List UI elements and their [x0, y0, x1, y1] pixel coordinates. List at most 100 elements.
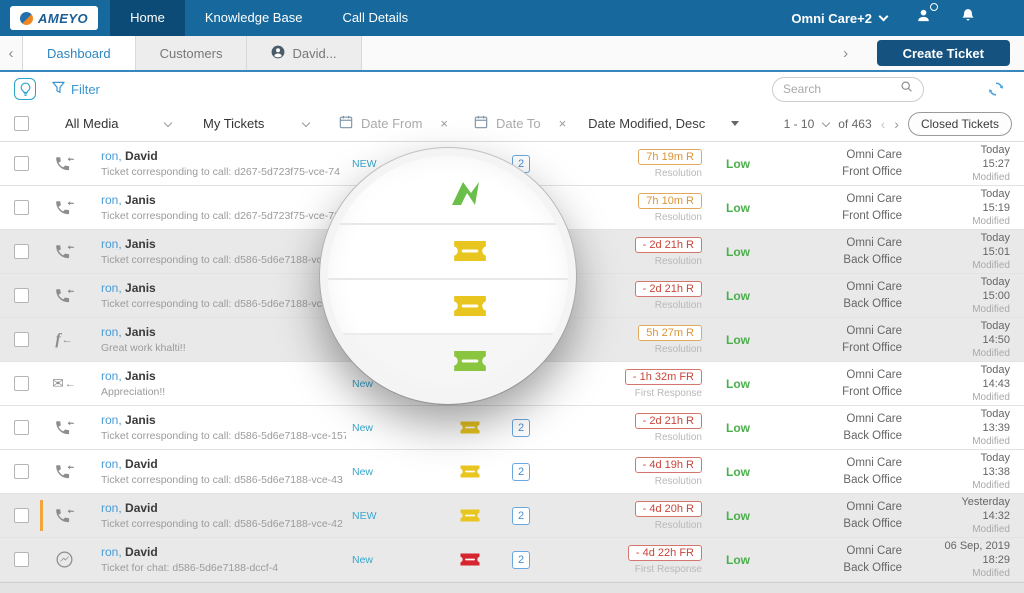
queue-cell: Omni Care Back Office	[770, 499, 902, 531]
chevron-left-icon[interactable]: ‹	[8, 44, 14, 62]
ticket-count-badge[interactable]: 2	[512, 506, 530, 525]
date-time: 14:32	[982, 510, 1010, 522]
clear-date-to-icon[interactable]: ×	[558, 116, 567, 131]
chevron-right-icon[interactable]: ›	[843, 44, 849, 62]
date-time: 13:38	[982, 466, 1010, 478]
media-filter-dropdown[interactable]: All Media	[47, 116, 185, 131]
ticket-state-icon	[458, 420, 488, 435]
row-checkbox[interactable]	[14, 376, 29, 391]
sla-badge: - 4d 22h FR	[627, 544, 702, 561]
search-icon[interactable]	[900, 80, 913, 98]
ticket-row[interactable]: ron, David Ticket corresponding to call:…	[0, 450, 1024, 494]
customer-name: David	[125, 501, 158, 515]
sla-badge: - 2d 21h R	[634, 412, 702, 429]
email-incoming-icon: ✉ ←	[52, 375, 76, 391]
page-next-icon[interactable]: ›	[894, 115, 899, 132]
funnel-icon	[52, 81, 65, 97]
row-checkbox[interactable]	[14, 288, 29, 303]
refresh-icon[interactable]	[986, 79, 1006, 104]
sla-badge: 7h 10m R	[638, 192, 702, 209]
row-checkbox[interactable]	[14, 464, 29, 479]
date-to-field[interactable]: Date To ×	[474, 115, 566, 132]
date-cell: Today 14:50 Modified	[902, 319, 1024, 361]
customer-name-line[interactable]: ron, Janis	[101, 325, 346, 339]
page-prev-icon[interactable]: ‹	[880, 115, 886, 132]
workspace-selector[interactable]: Omni Care+2	[791, 11, 889, 26]
row-checkbox[interactable]	[14, 508, 29, 523]
nav-tab-home[interactable]: Home	[110, 0, 185, 36]
queue-name: Omni Care	[846, 237, 902, 250]
pagination: 1 - 10 of 463 ‹ › Closed Tickets	[783, 111, 1024, 136]
ticket-filter-dropdown[interactable]: My Tickets	[185, 116, 323, 131]
ticket-filter-value: My Tickets	[203, 116, 265, 131]
tab-customer-david[interactable]: David...	[247, 36, 362, 70]
nav-tab-knowledge-base[interactable]: Knowledge Base	[204, 10, 303, 25]
queue-name: Omni Care	[846, 545, 902, 558]
ticket-count-badge[interactable]: 2	[512, 462, 530, 481]
ticket-row[interactable]: ron, Janis Ticket corresponding to call:…	[0, 406, 1024, 450]
user-icon[interactable]	[915, 3, 938, 29]
customer-name: Janis	[125, 369, 156, 383]
ticket-count-badge[interactable]: 2	[512, 550, 530, 569]
notification-dot	[930, 3, 938, 11]
customer-name-line[interactable]: ron, Janis	[101, 193, 346, 207]
page-range[interactable]: 1 - 10	[783, 116, 815, 131]
row-checkbox[interactable]	[14, 200, 29, 215]
date-cell: Today 15:27 Modified	[902, 143, 1024, 185]
media-filter-value: All Media	[65, 116, 119, 131]
facebook-incoming-icon: f ←	[55, 330, 73, 348]
search-input[interactable]	[783, 82, 894, 96]
date-modified-label: Modified	[972, 216, 1010, 228]
priority-label: Low	[726, 288, 750, 303]
ticket-summary: ron, Janis Ticket corresponding to call:…	[101, 281, 346, 310]
create-ticket-button[interactable]: Create Ticket	[876, 40, 1010, 66]
row-checkbox[interactable]	[14, 420, 29, 435]
row-checkbox[interactable]	[14, 332, 29, 347]
clear-date-from-icon[interactable]: ×	[440, 116, 448, 131]
filter-toggle[interactable]: Filter	[52, 81, 100, 97]
closed-tickets-button[interactable]: Closed Tickets	[907, 111, 1012, 136]
ticket-row[interactable]: ron, David Ticket corresponding to call:…	[0, 494, 1024, 538]
customer-name-line[interactable]: ron, David	[101, 501, 346, 515]
ticket-count-badge[interactable]: 2	[512, 418, 530, 437]
tab-dashboard[interactable]: Dashboard	[22, 36, 136, 70]
calendar-icon	[474, 115, 488, 132]
nav-tab-call-details[interactable]: Call Details	[342, 10, 409, 25]
date-day: Today	[980, 319, 1010, 332]
ticket-row[interactable]: ron, David Ticket corresponding to call:…	[0, 142, 1024, 186]
sla-badge: - 2d 21h R	[634, 280, 702, 297]
priority-label: Low	[726, 420, 750, 435]
customer-name-line[interactable]: ron, Janis	[101, 369, 346, 383]
queue-cell: Omni Care Front Office	[770, 367, 902, 399]
customer-name-line[interactable]: ron, Janis	[101, 413, 346, 427]
customer-name-line[interactable]: ron, David	[101, 545, 346, 559]
search-box	[772, 76, 924, 102]
date-day: Today	[980, 407, 1010, 420]
call-incoming-icon	[49, 199, 79, 216]
zoomed-yellow-ticket-icon	[450, 239, 490, 268]
date-day: Yesterday	[961, 495, 1010, 508]
lightbulb-icon[interactable]	[14, 78, 36, 100]
row-checkbox[interactable]	[14, 244, 29, 259]
date-modified-label: Modified	[972, 348, 1010, 360]
select-all-checkbox[interactable]	[14, 116, 29, 131]
customer-name-line[interactable]: ron, Janis	[101, 237, 346, 251]
ameyo-logo[interactable]: AMEYO	[10, 6, 99, 30]
queue-office: Back Office	[843, 297, 902, 310]
tab-customers[interactable]: Customers	[135, 36, 248, 70]
customer-name-line[interactable]: ron, David	[101, 149, 346, 163]
ticket-row[interactable]: ron, David Ticket for chat: d586-5d6e718…	[0, 538, 1024, 582]
customer-name-line[interactable]: ron, Janis	[101, 281, 346, 295]
customer-name-prefix: ron,	[101, 369, 122, 383]
queue-name: Omni Care	[846, 501, 902, 514]
bell-icon[interactable]	[960, 7, 976, 29]
row-checkbox[interactable]	[14, 156, 29, 171]
new-badge: NEW	[352, 509, 377, 522]
queue-office: Front Office	[842, 209, 902, 222]
ameyo-logo-mark	[20, 11, 33, 25]
sort-dropdown[interactable]: Date Modified, Desc	[588, 116, 740, 131]
row-checkbox[interactable]	[14, 552, 29, 567]
date-from-field[interactable]: Date From ×	[339, 115, 448, 132]
ticket-subject: Ticket corresponding to call: d586-5d6e7…	[101, 298, 346, 310]
customer-name-line[interactable]: ron, David	[101, 457, 346, 471]
